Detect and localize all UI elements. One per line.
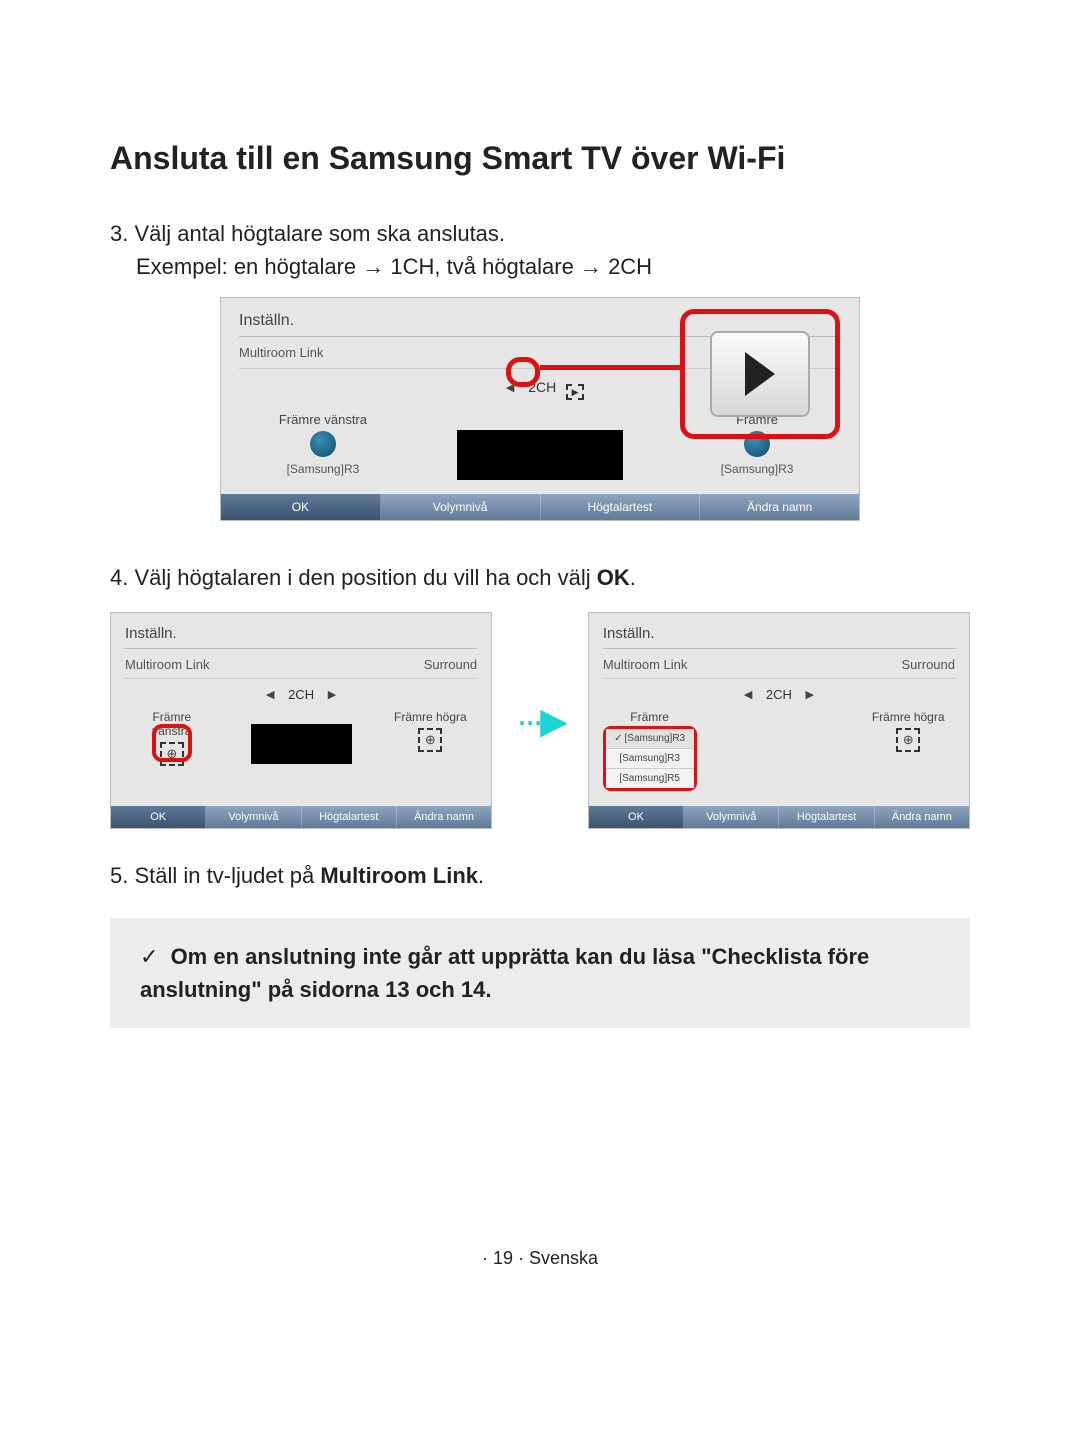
speaker-test-button[interactable]: Högtalartest [302,806,397,828]
dropdown-option-label: [Samsung]R3 [625,733,686,744]
note-text: Om en anslutning inte går att upprätta k… [140,944,869,1002]
check-icon: ✓ [614,733,622,744]
speaker-front-right[interactable]: Främre högra ⊕ [392,710,470,768]
step-4-post: . [630,565,636,590]
settings-panel-top-wrap: Inställn. Multiroom Link ◀ 2CH ▶ Främre … [220,297,860,521]
ok-button[interactable]: OK [221,494,381,520]
button-bar: OK Volymnivå Högtalartest Ändra namn [589,806,969,828]
ok-button[interactable]: OK [589,806,684,828]
dropdown-option-selected[interactable]: ✓[Samsung]R3 [606,729,694,749]
transition-arrow-icon: ···▶ [516,700,564,742]
dropdown-option[interactable]: [Samsung]R5 [606,769,694,788]
speaker-front-left[interactable]: Främre vänstra [Samsung]R3 [259,412,387,480]
step-3-line1: Välj antal högtalare som ska anslutas. [134,221,505,246]
multiroom-link-label: Multiroom Link [125,657,210,672]
link-row: Multiroom Link Surround [125,655,477,679]
step-3-line2-pre: Exempel: en högtalare [136,254,362,279]
callout-connector [540,365,680,370]
speakers-row: Främre vänstra ⊕ Främre högra ⊕ [125,706,477,778]
note-box: ✓ Om en anslutning inte går att upprätta… [110,918,970,1028]
page-footer: · 19 · Svenska [110,1248,970,1269]
step-4-pre: Välj högtalaren i den position du vill h… [134,565,596,590]
step-5: 5. Ställ in tv-ljudet på Multiroom Link. [110,859,970,892]
play-button-callout[interactable] [710,331,810,417]
panel-title: Inställn. [125,621,477,649]
volume-button[interactable]: Volymnivå [684,806,779,828]
step-5-post: . [478,863,484,888]
highlight-small [506,357,540,387]
arrow-icon: → [580,254,602,279]
chevron-right-icon[interactable]: ▶ [566,384,584,400]
step-5-pre: Ställ in tv-ljudet på [134,863,320,888]
volume-button[interactable]: Volymnivå [381,494,541,520]
speaker-test-button[interactable]: Högtalartest [779,806,874,828]
step-3-line2-post: 2CH [608,254,652,279]
channel-selector[interactable]: ◀ 2CH ▶ [603,679,955,706]
speaker-icon [310,431,336,457]
step-4-num: 4. [110,565,128,590]
speaker-label: Främre högra [869,710,947,724]
step-3: 3. Välj antal högtalare som ska anslutas… [110,217,970,283]
volume-button[interactable]: Volymnivå [206,806,301,828]
chevron-left-icon[interactable]: ◀ [744,688,752,701]
page-title: Ansluta till en Samsung Smart TV över Wi… [110,140,970,177]
step-4-bold: OK [597,565,630,590]
speaker-front-right[interactable]: Främre högra ⊕ [869,710,947,768]
speaker-label: Främre högra [392,710,470,724]
highlight-ring [152,724,192,762]
tv-placeholder [251,724,352,764]
speaker-front-left[interactable]: Främre vänstra ✓[Samsung]R3 [Samsung]R3 … [611,710,689,768]
channel-selector[interactable]: ◀ 2CH ▶ [125,679,477,706]
speaker-front-left[interactable]: Främre vänstra ⊕ [133,710,211,768]
rename-button[interactable]: Ändra namn [700,494,859,520]
check-icon: ✓ [140,944,158,969]
step-5-num: 5. [110,863,128,888]
channel-value: 2CH [766,687,792,702]
settings-panel-right: Inställn. Multiroom Link Surround ◀ 2CH … [588,612,970,829]
step-5-bold: Multiroom Link [320,863,478,888]
surround-label: Surround [902,657,955,672]
dropdown-option[interactable]: [Samsung]R3 [606,749,694,769]
speaker-name: [Samsung]R3 [287,462,360,476]
settings-panel-left: Inställn. Multiroom Link Surround ◀ 2CH … [110,612,492,829]
twin-panels-row: Inställn. Multiroom Link Surround ◀ 2CH … [110,612,970,829]
play-icon [745,352,775,396]
tv-placeholder [457,430,623,480]
speaker-slot-icon: ⊕ [896,728,920,752]
speaker-slot-icon: ⊕ [418,728,442,752]
chevron-right-icon[interactable]: ▶ [328,688,336,701]
chevron-right-icon[interactable]: ▶ [806,688,814,701]
step-3-line2-mid: 1CH, två högtalare [390,254,580,279]
link-row: Multiroom Link Surround [603,655,955,679]
speakers-row: Främre vänstra ✓[Samsung]R3 [Samsung]R3 … [603,706,955,778]
speaker-name: [Samsung]R3 [721,462,794,476]
channel-value: 2CH [288,687,314,702]
surround-label: Surround [424,657,477,672]
speaker-test-button[interactable]: Högtalartest [541,494,701,520]
arrow-icon: → [362,254,384,279]
panel-title: Inställn. [603,621,955,649]
speaker-dropdown[interactable]: ✓[Samsung]R3 [Samsung]R3 [Samsung]R5 [603,726,697,791]
chevron-left-icon[interactable]: ◀ [266,688,274,701]
button-bar: OK Volymnivå Högtalartest Ändra namn [111,806,491,828]
ok-button[interactable]: OK [111,806,206,828]
rename-button[interactable]: Ändra namn [875,806,969,828]
multiroom-link-label: Multiroom Link [603,657,688,672]
step-3-num: 3. [110,221,128,246]
rename-button[interactable]: Ändra namn [397,806,491,828]
button-bar: OK Volymnivå Högtalartest Ändra namn [221,494,859,520]
step-4: 4. Välj högtalaren i den position du vil… [110,561,970,594]
speaker-label: Främre vänstra [259,412,387,427]
